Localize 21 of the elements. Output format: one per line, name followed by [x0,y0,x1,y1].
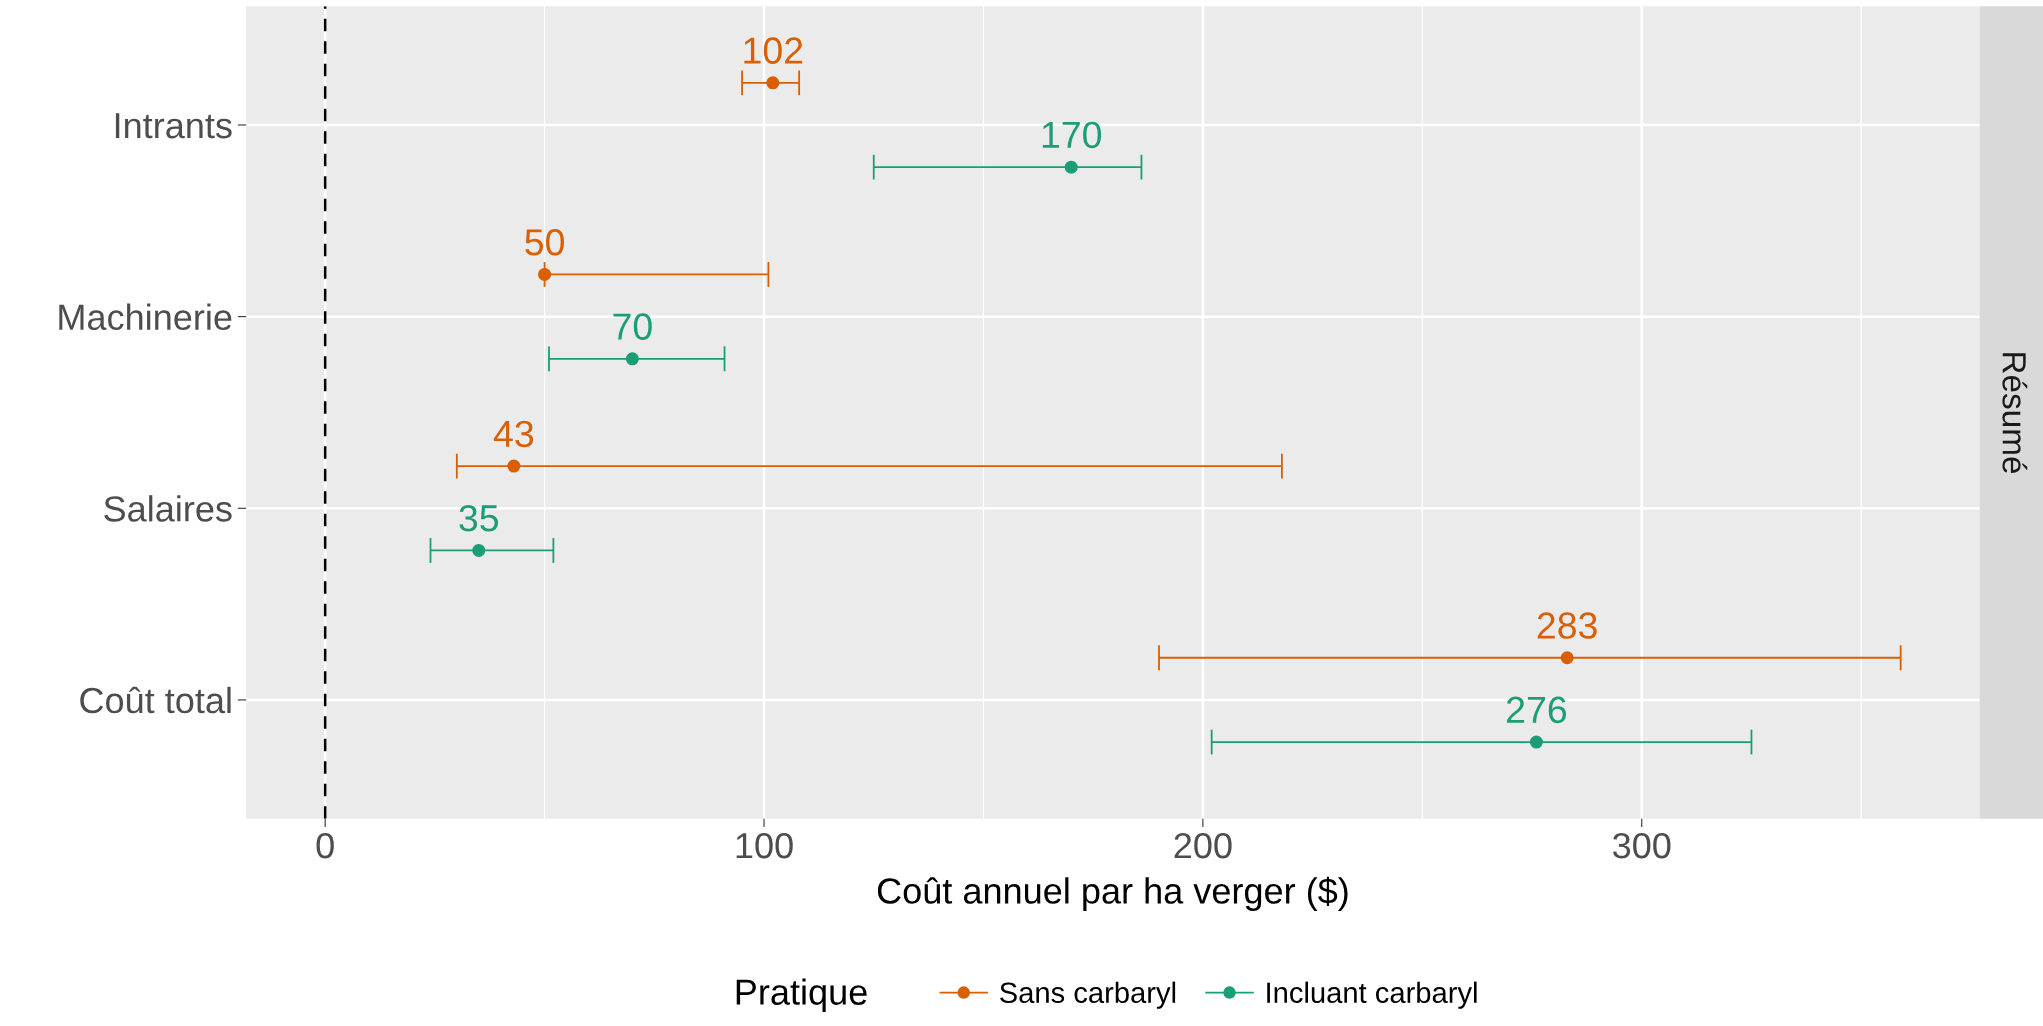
x-tick-label: 200 [1174,832,1232,859]
y-tick-label: Coût total [80,686,231,714]
data-label: 102 [744,37,803,64]
x-tick-label: 100 [736,832,793,859]
y-tick-label: Intrants [115,113,232,139]
data-label: 170 [1042,121,1102,149]
y-tick-label: Salaires [104,495,232,522]
x-axis-title: Coût annuel par ha verger ($) [877,876,1348,911]
data-label: 276 [1507,696,1567,724]
text: Résumé [2002,353,2028,474]
x-tick-label: 300 [1613,832,1671,859]
data-label: 35 [459,504,499,532]
data-label: 50 [525,229,564,256]
data-label: 70 [613,313,652,340]
data-label: 283 [1537,612,1597,639]
data-label: 43 [493,420,534,448]
y-tick-label: Machinerie [59,303,232,331]
legend-title: Pratique [736,978,867,1013]
x-tick-label: 0 [316,832,334,859]
legend-label: Incluant carbaryl [1267,981,1477,1009]
legend-label: Sans carbaryl [1000,981,1176,1009]
